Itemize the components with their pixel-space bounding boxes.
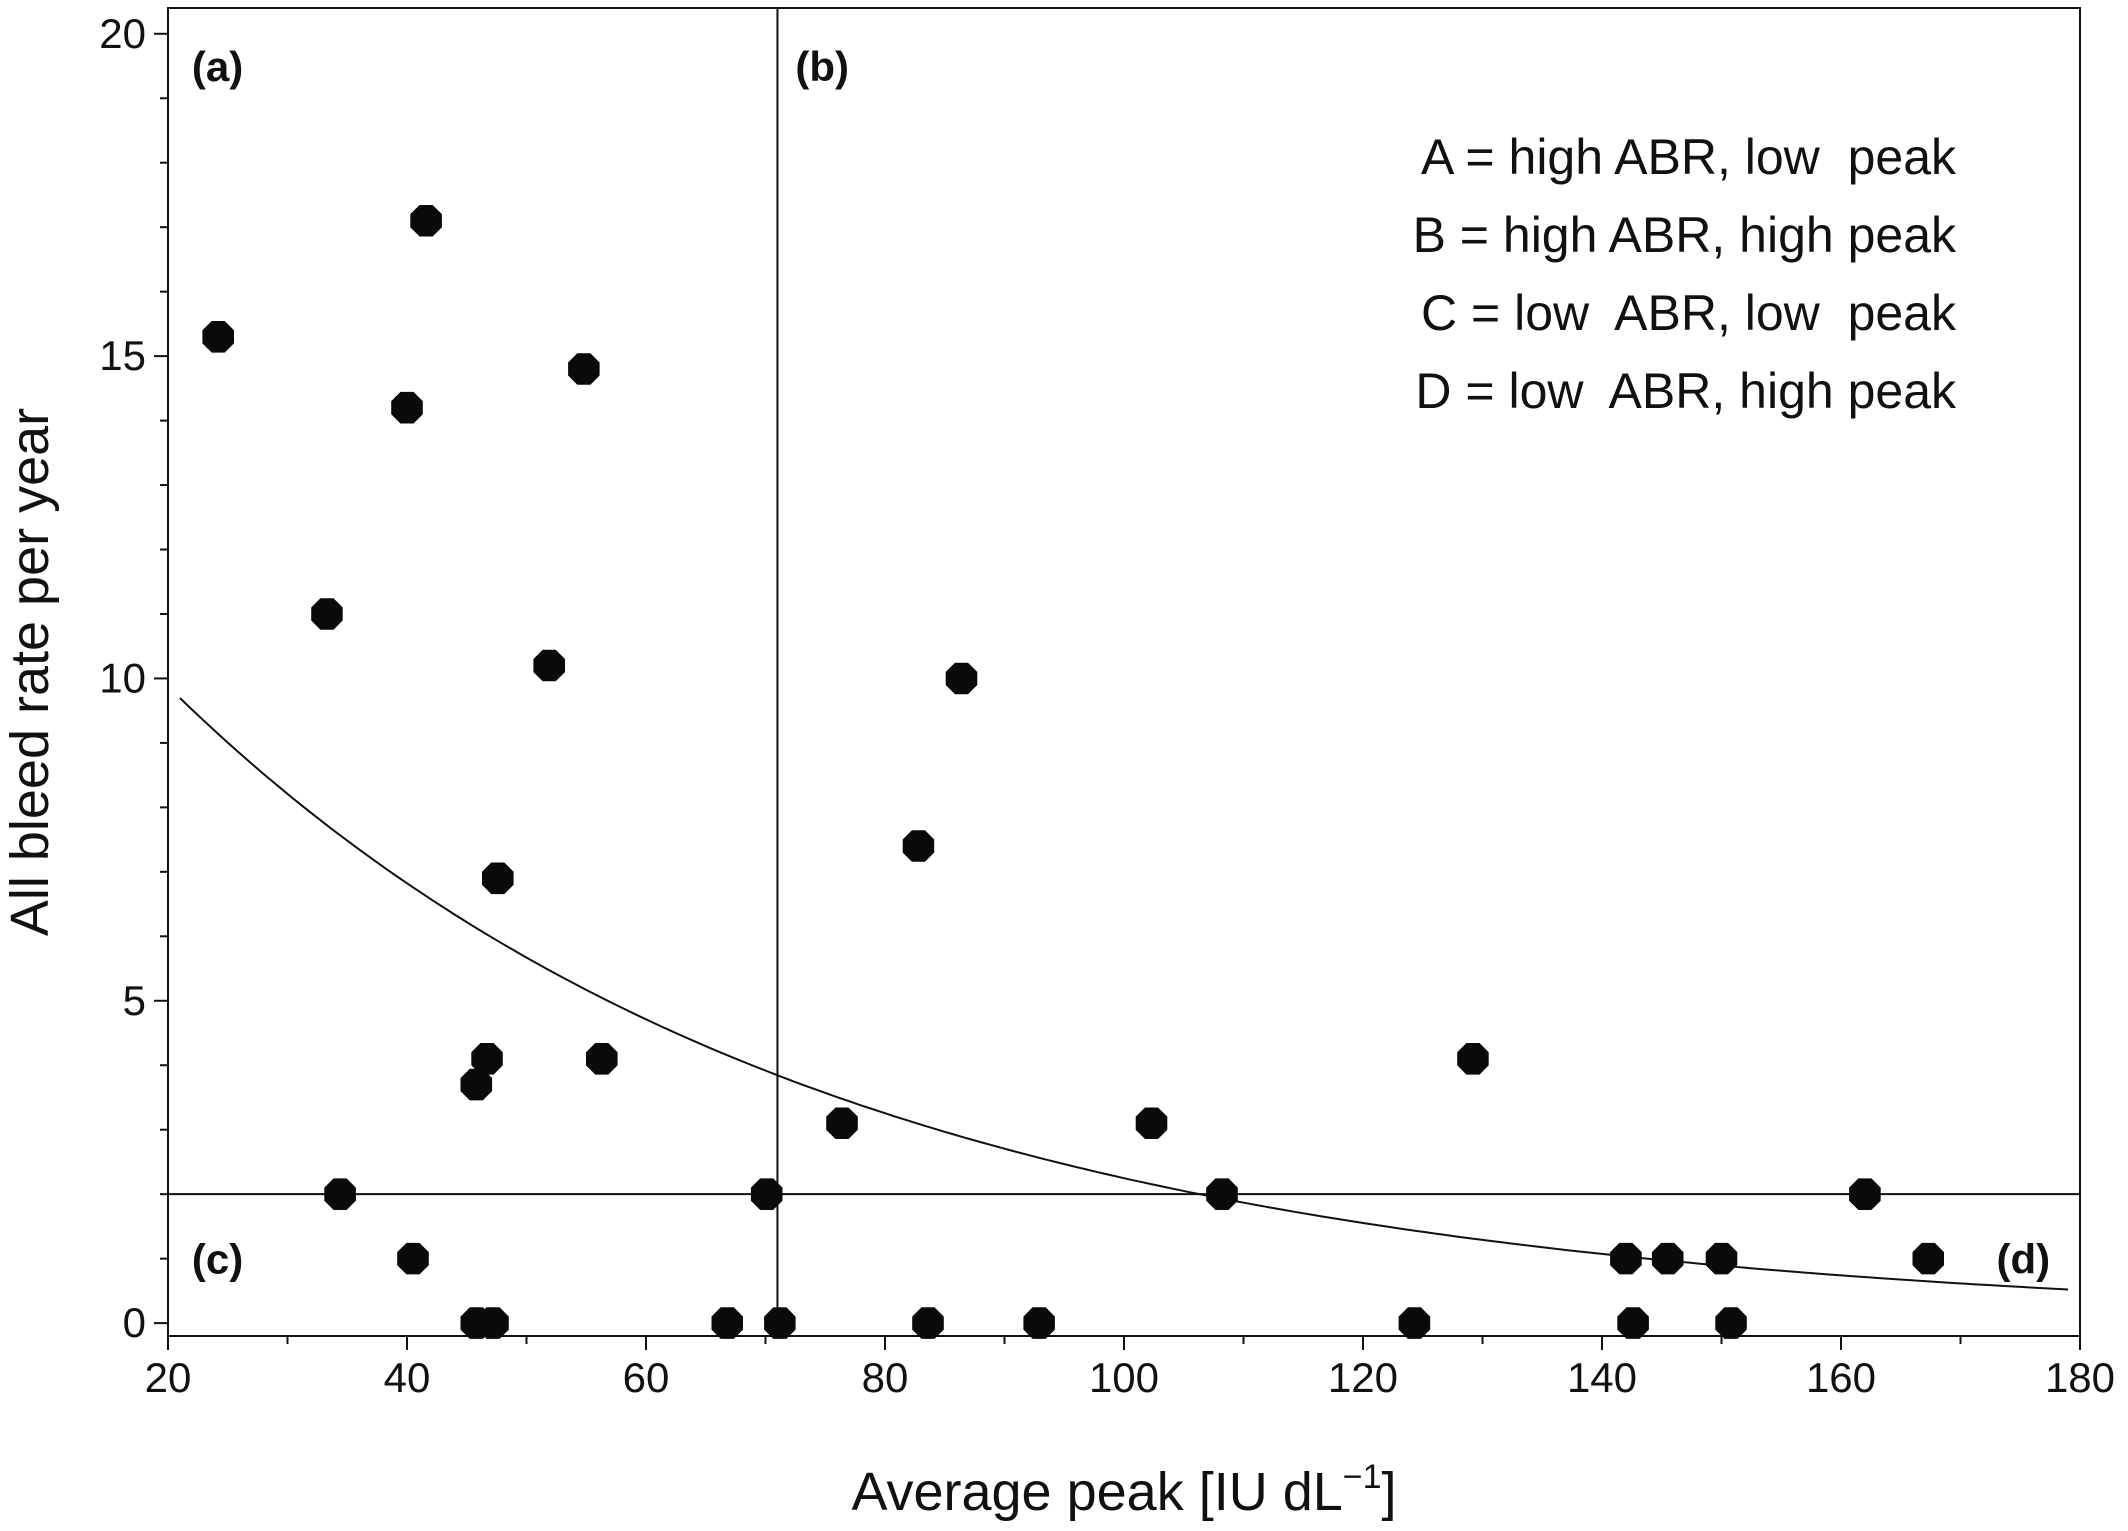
y-axis-title: All bleed rate per year bbox=[0, 408, 60, 936]
quadrant-label: (b) bbox=[795, 43, 849, 90]
x-tick-label: 140 bbox=[1567, 1354, 1637, 1401]
data-point bbox=[1135, 1107, 1168, 1139]
legend-entry: C = low ABR, low peak bbox=[1421, 285, 1957, 341]
data-point bbox=[902, 830, 935, 862]
data-points bbox=[202, 205, 1944, 1339]
y-tick-label: 10 bbox=[99, 654, 146, 701]
x-tick-label: 160 bbox=[1806, 1354, 1876, 1401]
data-point bbox=[568, 353, 600, 385]
data-point bbox=[1912, 1242, 1944, 1275]
quadrant-label: (d) bbox=[1996, 1236, 2050, 1283]
data-point bbox=[826, 1107, 858, 1139]
y-tick-label: 20 bbox=[99, 10, 146, 57]
x-tick-label: 100 bbox=[1089, 1354, 1159, 1401]
legend-box: A = high ABR, low peak B = high ABR, high… bbox=[1413, 129, 1957, 419]
x-tick-label: 40 bbox=[384, 1354, 431, 1401]
data-point bbox=[1715, 1307, 1747, 1339]
data-point bbox=[1849, 1178, 1881, 1210]
y-tick-label: 0 bbox=[123, 1299, 146, 1346]
quadrant-label: (c) bbox=[192, 1236, 243, 1283]
data-point bbox=[397, 1242, 429, 1275]
axis-tick-labels: 20 40 60 80 100 120 140 160 180 0 5 10 15 20 bbox=[99, 10, 2115, 1401]
data-point bbox=[477, 1307, 509, 1339]
data-point bbox=[202, 321, 234, 353]
data-point bbox=[1398, 1307, 1431, 1339]
y-tick-label: 5 bbox=[123, 977, 146, 1024]
data-point bbox=[945, 662, 978, 695]
axis-ticks bbox=[154, 32, 2081, 1350]
y-tick-label: 15 bbox=[99, 332, 146, 379]
data-point bbox=[1705, 1242, 1738, 1275]
data-point bbox=[1651, 1242, 1684, 1275]
data-point bbox=[586, 1043, 618, 1075]
data-point bbox=[391, 391, 423, 424]
data-point bbox=[1457, 1043, 1489, 1075]
legend-entry: B = high ABR, high peak bbox=[1413, 207, 1957, 263]
x-tick-label: 60 bbox=[623, 1354, 670, 1401]
threshold-lines bbox=[168, 8, 2080, 1336]
data-point bbox=[750, 1178, 783, 1210]
data-point bbox=[311, 598, 343, 630]
data-point bbox=[533, 649, 565, 682]
data-point bbox=[1610, 1242, 1642, 1275]
data-point bbox=[1206, 1178, 1238, 1210]
data-point bbox=[324, 1178, 356, 1210]
quadrant-label: (a) bbox=[192, 43, 243, 90]
x-tick-label: 80 bbox=[862, 1354, 909, 1401]
x-axis-title-superscript: −1 bbox=[1343, 1458, 1382, 1496]
x-tick-label: 180 bbox=[2045, 1354, 2115, 1401]
data-point bbox=[410, 205, 442, 237]
legend-entry: A = high ABR, low peak bbox=[1421, 129, 1957, 185]
x-axis-title: Average peak [IU dL−1] bbox=[851, 1458, 1396, 1522]
legend-entry: D = low ABR, high peak bbox=[1415, 363, 1957, 419]
data-point bbox=[460, 1068, 493, 1101]
data-point bbox=[471, 1043, 503, 1075]
data-point bbox=[482, 862, 514, 895]
fit-curve bbox=[179, 697, 2069, 1291]
data-point bbox=[764, 1307, 796, 1339]
data-point bbox=[912, 1307, 944, 1339]
quadrant-labels: (a) (b) (c) (d) bbox=[192, 43, 2050, 1283]
data-point bbox=[1617, 1307, 1649, 1339]
data-point bbox=[1023, 1307, 1055, 1339]
x-tick-label: 120 bbox=[1328, 1354, 1398, 1401]
data-point bbox=[711, 1307, 743, 1339]
x-axis-title-end: ] bbox=[1382, 1462, 1397, 1522]
x-tick-label: 20 bbox=[145, 1354, 192, 1401]
